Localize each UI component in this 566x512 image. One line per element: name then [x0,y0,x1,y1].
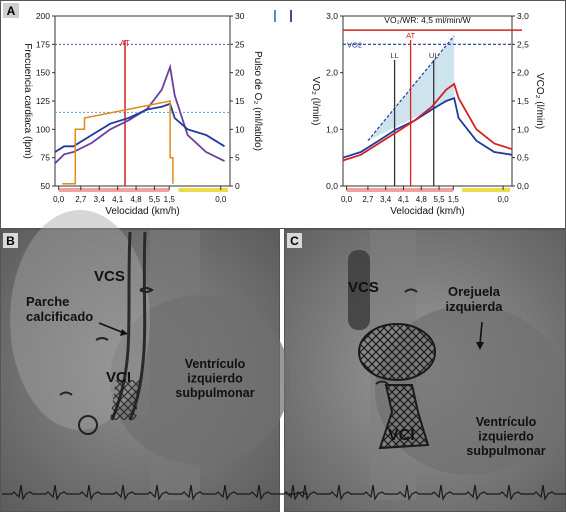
b-parche-label: Parche calcificado [26,294,93,324]
y-tick-label-left: 75 [41,153,51,163]
panel-a-badge [3,3,19,18]
y-tick-label-right: 1,5 [517,96,529,106]
x-tick-label: 2,7 [362,195,374,204]
y-axis-label-right: Pulso de O₂ (ml/latido) [252,51,263,151]
y-tick-label-right: 3,0 [517,11,529,21]
y-tick-label-left: 1,0 [326,124,338,134]
x-axis-label: Velocidad (km/h) [390,206,464,217]
xray-image-c [286,230,566,501]
b-ventriculo-label: Ventrículo izquierdo subpulmonar [175,357,254,400]
series-line-vo2 [342,97,513,159]
chart-vo2-vco2: 0,0 1,0 2,0 3,0 0,0 0,5 1,0 1,5 2,0 2,5 3,0 0,0 2,7 3… [310,11,545,217]
x-tick-label: 4,1 [398,195,410,204]
b-vci-label: VCI [106,369,131,386]
x-tick-label: 4,8 [416,195,428,204]
y-tick-label-right: 20 [235,68,245,78]
recovery-bar [462,188,511,192]
ul-label: UL [429,51,439,60]
series-line-workload [62,100,174,185]
ll-label: LL [390,51,398,60]
y-tick-label-right: 10 [235,124,245,134]
y-tick-label-left: 0,0 [326,181,338,191]
c-orejuela-label: Orejuela izquierda [445,284,503,314]
x-tick-label: 3,4 [94,195,106,204]
y-tick-label-left: 2,0 [326,68,338,78]
baseline-bar [346,188,454,192]
x-tick-label: 0,0 [53,195,65,204]
x-axis-label: Velocidad (km/h) [105,206,179,217]
y-tick-label-left: 3,0 [326,11,338,21]
y-tick-label-right: 0,0 [517,181,529,191]
x-tick-label: 4,1 [112,195,124,204]
at-label: AT [120,39,130,48]
x-tick-label: 5,5 [149,195,161,204]
b-vcs-label: VCS [94,268,125,285]
y-tick-label-right: 30 [235,11,245,21]
y-axis-label-right: VCO₂ (l/min) [534,73,545,129]
chart-heart-rate: 50 75 100 125 150 175 200 0 5 10 15 20 25 30 0,0 2,7 3,4… [22,10,292,217]
y-tick-label-right: 15 [235,96,245,106]
x-tick-label: 1,5 [164,195,176,204]
y-tick-label-right: 0,5 [517,153,529,163]
y-tick-label-left: 200 [36,11,50,21]
xray-image-b [2,210,308,501]
panel-a-label: A [7,4,16,18]
recovery-bar [178,188,229,192]
x-tick-label: 0,0 [215,195,227,204]
y-tick-label-left: 50 [41,181,51,191]
c-vcs-label: VCS [348,279,379,296]
x-tick-label: 3,4 [380,195,392,204]
y-tick-label-right: 5 [235,153,240,163]
at-label: AT [406,31,415,40]
x-tick-label: 2,7 [75,195,87,204]
x-tick-label: 0,0 [341,195,353,204]
x-tick-label: 0,0 [498,195,510,204]
y-axis-label-left: Frecuencia cardiaca (lpm) [22,43,33,159]
c-ventriculo-label: Ventrículo izquierdo subpulmonar [466,415,545,458]
x-tick-label: 4,8 [130,195,142,204]
c-vci-label: VCI [388,427,415,444]
y-tick-label-right: 2,5 [517,39,529,49]
series-line-vco2 [342,82,513,162]
panel-c-badge [287,233,302,248]
y-tick-label-right: 1,0 [517,124,529,134]
y-tick-label-left: 175 [36,39,50,49]
y-tick-label-left: 125 [36,96,50,106]
y-tick-label-right: 0 [235,181,240,191]
x-tick-label: 5,5 [434,195,446,204]
y-tick-label-right: 25 [235,39,245,49]
panel-b-badge [3,233,18,248]
y-axis-label-left: VO₂ (l/min) [310,77,321,126]
panel-b-label: B [6,234,15,248]
baseline-bar [58,188,170,192]
y-tick-label-left: 100 [36,124,50,134]
vo2-ref-label: VO2 [347,40,362,49]
y-tick-label-right: 2,0 [517,68,529,78]
series-line-o2_pulse [54,102,225,153]
y-tick-label-left: 150 [36,68,50,78]
panel-c-label: C [290,234,299,248]
vo2wr-annotation: VO₂/WR: 4,5 ml/min/W [384,15,470,25]
x-tick-label: 1,5 [448,195,460,204]
